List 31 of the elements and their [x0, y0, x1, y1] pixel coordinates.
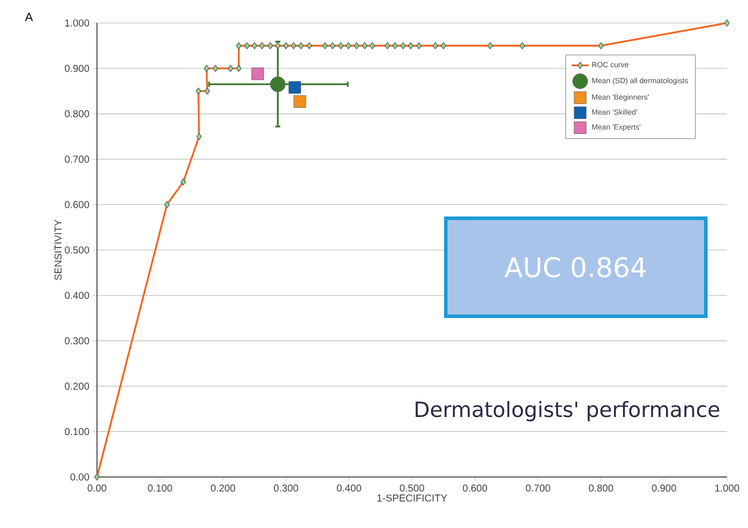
- x-tick-label: 0.500: [400, 484, 424, 492]
- x-axis-title: 1-SPECIFICITY: [377, 494, 448, 502]
- point: [288, 81, 302, 94]
- annotation: AUC 0.864: [504, 257, 646, 278]
- y-tick-label: 0.600: [64, 201, 90, 208]
- point: [270, 76, 286, 92]
- x-tick-label: 1.000: [715, 484, 740, 492]
- y-tick-label: 0.500: [64, 246, 90, 254]
- y-tick-label: 0.700: [64, 156, 90, 163]
- y-tick-label: 0.100: [64, 428, 90, 436]
- y-axis-title: SENSITIVITY: [54, 220, 62, 280]
- y-tick-label: 0.900: [64, 64, 90, 72]
- y-tick-label: 0.200: [64, 382, 90, 390]
- y-tick-label: 1.000: [65, 19, 90, 27]
- x-tick-label: 0.800: [588, 484, 614, 492]
- text: A: [24, 12, 33, 22]
- annotation: Dermatologists' performance: [416, 401, 720, 422]
- x-tick-label: 0.900: [652, 484, 676, 492]
- x-tick-label: 0.00: [88, 484, 106, 492]
- y-tick-label: 0.300: [64, 337, 90, 344]
- point: [251, 68, 264, 80]
- y-tick-label: 0.00: [70, 473, 90, 481]
- x-tick-label: 0.700: [526, 484, 550, 492]
- y-tick-label: 0.800: [64, 110, 90, 118]
- y-tick-label: 0.400: [64, 292, 90, 299]
- x-tick-label: 0.100: [148, 484, 172, 492]
- point: [294, 95, 306, 108]
- x-tick-label: 0.400: [336, 484, 362, 492]
- x-tick-label: 0.600: [462, 484, 488, 492]
- x-tick-label: 0.200: [210, 484, 236, 492]
- x-tick-label: 0.300: [274, 484, 298, 492]
